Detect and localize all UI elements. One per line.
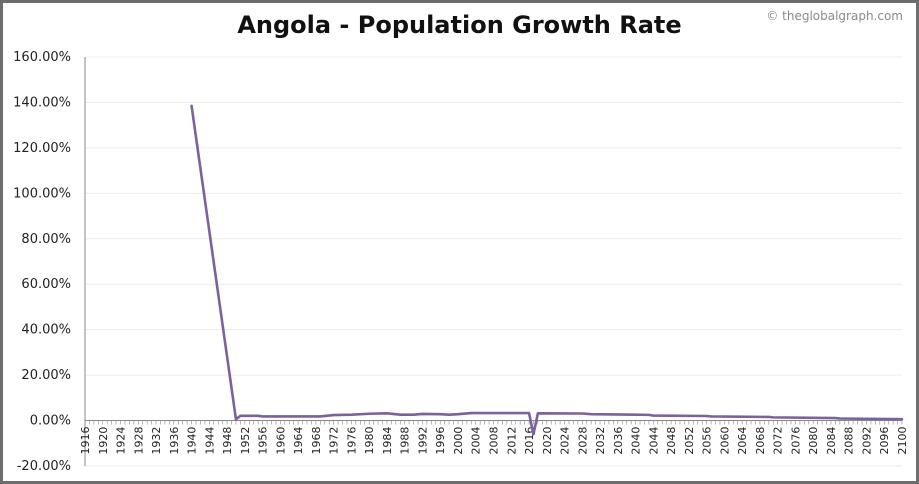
x-tick-label: 2088 bbox=[843, 427, 856, 455]
x-tick-label: 2024 bbox=[559, 427, 572, 455]
x-tick-label: 1936 bbox=[168, 427, 181, 455]
x-tick-label: 2084 bbox=[825, 427, 838, 455]
x-tick-label: 2064 bbox=[736, 427, 749, 455]
x-tick-label: 2048 bbox=[665, 427, 678, 455]
x-tick-label: 2096 bbox=[878, 427, 891, 455]
x-tick-label: 2072 bbox=[772, 427, 785, 455]
x-tick-label: 1976 bbox=[345, 427, 358, 455]
watermark: © theglobalgraph.com bbox=[766, 9, 903, 23]
x-tick-label: 2076 bbox=[789, 427, 802, 455]
gridlines bbox=[85, 56, 902, 467]
x-tick-label: 2032 bbox=[594, 427, 607, 455]
x-tick-label: 1968 bbox=[310, 427, 323, 455]
x-tick-label: 1920 bbox=[97, 427, 110, 455]
x-tick-label: 2040 bbox=[630, 427, 643, 455]
y-tick-label: 60.00% bbox=[21, 277, 71, 292]
series-line bbox=[190, 104, 904, 436]
x-tick-label: 1980 bbox=[363, 427, 376, 455]
x-tick-label: 1956 bbox=[257, 427, 270, 455]
series-layer bbox=[190, 104, 904, 436]
x-tick-label: 2004 bbox=[470, 427, 483, 455]
y-tick-label: 80.00% bbox=[21, 232, 71, 247]
x-tick-label: 1924 bbox=[115, 427, 128, 455]
x-axis-ticks: 1916 1920 1924 1928 1932 1936 1940 1944 1948 1952… bbox=[79, 427, 909, 455]
x-tick-label: 2080 bbox=[807, 427, 820, 455]
x-tick-label: 1932 bbox=[150, 427, 163, 455]
x-tick-label: 1916 bbox=[79, 427, 92, 455]
x-tick-label: 2052 bbox=[683, 427, 696, 455]
x-tick-label: 2020 bbox=[541, 427, 554, 455]
x-tick-label: 2008 bbox=[488, 427, 501, 455]
y-tick-label: 140.00% bbox=[13, 95, 71, 110]
x-tick-label: 2012 bbox=[505, 427, 518, 455]
y-tick-label: 20.00% bbox=[21, 368, 71, 383]
y-tick-label: 100.00% bbox=[13, 186, 71, 201]
x-tick-label: 1964 bbox=[292, 427, 305, 455]
x-tick-label: 1988 bbox=[399, 427, 412, 455]
axes bbox=[84, 57, 903, 466]
x-tick-label: 2044 bbox=[647, 427, 660, 455]
x-tick-label: 1952 bbox=[239, 427, 252, 455]
x-tick-label: 2068 bbox=[754, 427, 767, 455]
y-tick-label: 160.00% bbox=[13, 50, 71, 65]
x-tick-label: 1996 bbox=[434, 427, 447, 455]
x-tick-label: 2056 bbox=[701, 427, 714, 455]
x-tick-label: 1948 bbox=[221, 427, 234, 455]
y-tick-label: 40.00% bbox=[21, 323, 71, 338]
x-tick-label: 2060 bbox=[718, 427, 731, 455]
x-tick-label: 2000 bbox=[452, 427, 465, 455]
x-tick-label: 1992 bbox=[416, 427, 429, 455]
y-tick-label: 0.00% bbox=[30, 414, 71, 429]
x-tick-label: 2092 bbox=[860, 427, 873, 455]
x-tick-label: 1960 bbox=[274, 427, 287, 455]
y-tick-label: 120.00% bbox=[13, 141, 71, 156]
x-tick-label: 1984 bbox=[381, 427, 394, 455]
x-tick-label: 2100 bbox=[896, 427, 909, 455]
x-tick-label: 2028 bbox=[576, 427, 589, 455]
x-tick-label: 1944 bbox=[203, 427, 216, 455]
x-tick-label: 1928 bbox=[132, 427, 145, 455]
chart-title: Angola - Population Growth Rate bbox=[237, 11, 682, 39]
y-tick-label: -20.00% bbox=[17, 459, 71, 474]
y-axis-ticks: -20.00% 0.00% 20.00% 40.00% 60.00% 80.00% 100.… bbox=[13, 50, 71, 474]
x-tick-label: 1972 bbox=[328, 427, 341, 455]
x-tick-label: 1940 bbox=[186, 427, 199, 455]
x-tick-label: 2036 bbox=[612, 427, 625, 455]
